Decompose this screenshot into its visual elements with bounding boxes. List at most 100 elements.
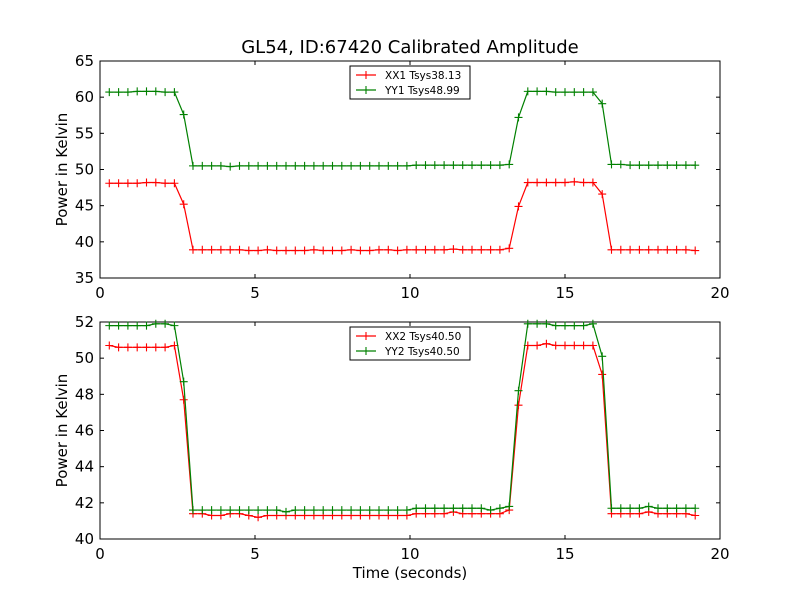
data-point — [449, 161, 458, 170]
data-point — [170, 179, 179, 188]
data-point — [356, 506, 365, 515]
data-point — [561, 88, 569, 97]
data-point — [151, 343, 160, 352]
data-point — [505, 244, 514, 253]
y-axis-label: Power in Kelvin — [53, 113, 71, 227]
data-point — [254, 506, 263, 515]
legend: XX2 Tsys40.50 YY2 Tsys40.50 — [349, 326, 471, 361]
data-point — [226, 506, 235, 515]
data-point — [514, 386, 523, 395]
data-point — [337, 161, 346, 170]
data-point — [347, 161, 356, 170]
data-point — [384, 161, 393, 170]
data-point — [402, 506, 411, 515]
x-tick-label: 5 — [250, 545, 260, 563]
data-point — [654, 245, 662, 254]
data-point — [142, 87, 151, 96]
y-tick-label: 45 — [75, 197, 94, 215]
data-point — [114, 179, 123, 188]
data-point — [607, 504, 616, 513]
data-point — [551, 341, 560, 350]
data-point — [458, 245, 467, 254]
data-point — [375, 161, 383, 170]
data-point — [691, 161, 700, 170]
data-point — [319, 161, 328, 170]
x-tick-label: 20 — [710, 284, 729, 302]
series-yy1 — [105, 87, 700, 171]
data-point — [272, 161, 281, 170]
data-point — [263, 245, 272, 254]
data-point — [319, 506, 328, 515]
data-point — [161, 179, 170, 188]
data-point — [356, 161, 365, 170]
data-point — [654, 161, 662, 170]
data-point — [114, 88, 123, 97]
data-point — [430, 161, 439, 170]
data-point — [282, 161, 290, 170]
data-point — [542, 319, 551, 328]
data-point — [179, 200, 188, 209]
data-point — [477, 504, 486, 513]
data-point — [151, 319, 160, 328]
data-point — [365, 161, 374, 170]
data-point — [635, 245, 644, 254]
data-point — [291, 506, 300, 515]
y-tick-label: 40 — [75, 233, 94, 251]
legend-label: XX2 Tsys40.50 — [385, 331, 461, 343]
data-point — [328, 246, 337, 255]
data-point — [198, 245, 207, 254]
x-tick-label: 15 — [555, 545, 574, 563]
data-point — [133, 87, 142, 96]
data-point — [598, 190, 607, 199]
data-point — [263, 506, 272, 515]
data-point — [421, 245, 430, 254]
data-point — [142, 178, 151, 187]
legend: XX1 Tsys38.13 YY1 Tsys48.99 — [349, 65, 471, 100]
x-axis-label: Time (seconds) — [352, 564, 468, 582]
data-point — [598, 99, 607, 108]
data-point — [523, 178, 532, 187]
data-point — [347, 245, 356, 254]
y-tick-label: 42 — [75, 494, 94, 512]
legend-box — [349, 65, 471, 100]
data-point — [663, 245, 672, 254]
data-point — [691, 246, 700, 255]
data-point — [393, 161, 402, 170]
data-point — [179, 377, 188, 386]
data-point — [309, 506, 318, 515]
data-point — [505, 160, 514, 169]
data-point — [570, 177, 579, 186]
bottom-chart: 0 5 10 15 20 40 42 44 46 48 50 52 Power in Kelvin Tim… — [53, 313, 730, 582]
data-point — [579, 321, 588, 330]
legend-label: YY2 Tsys40.50 — [384, 346, 460, 358]
x-tick-label: 20 — [710, 545, 729, 563]
data-point — [226, 245, 235, 254]
data-point — [579, 178, 588, 187]
data-point — [384, 506, 393, 515]
data-point — [514, 113, 523, 122]
data-point — [235, 506, 244, 515]
y-tick-label: 35 — [75, 269, 94, 287]
data-point — [570, 88, 579, 97]
data-point — [616, 245, 625, 254]
data-point — [486, 506, 495, 515]
y-tick-label: 40 — [75, 530, 94, 548]
data-point — [402, 245, 411, 254]
data-point — [644, 502, 653, 511]
data-point — [598, 352, 607, 361]
data-point — [607, 245, 616, 254]
figure-title: GL54, ID:67420 Calibrated Amplitude — [241, 37, 579, 58]
data-point — [449, 245, 458, 254]
data-point — [272, 246, 281, 255]
data-point — [244, 246, 253, 255]
data-point — [440, 504, 449, 513]
data-point — [588, 178, 597, 187]
data-point — [626, 504, 635, 513]
data-point — [365, 246, 374, 255]
data-point — [644, 245, 653, 254]
data-point — [486, 245, 495, 254]
data-point — [672, 245, 681, 254]
data-point — [170, 321, 179, 330]
data-point — [681, 161, 690, 170]
y-tick-label: 52 — [75, 313, 94, 331]
